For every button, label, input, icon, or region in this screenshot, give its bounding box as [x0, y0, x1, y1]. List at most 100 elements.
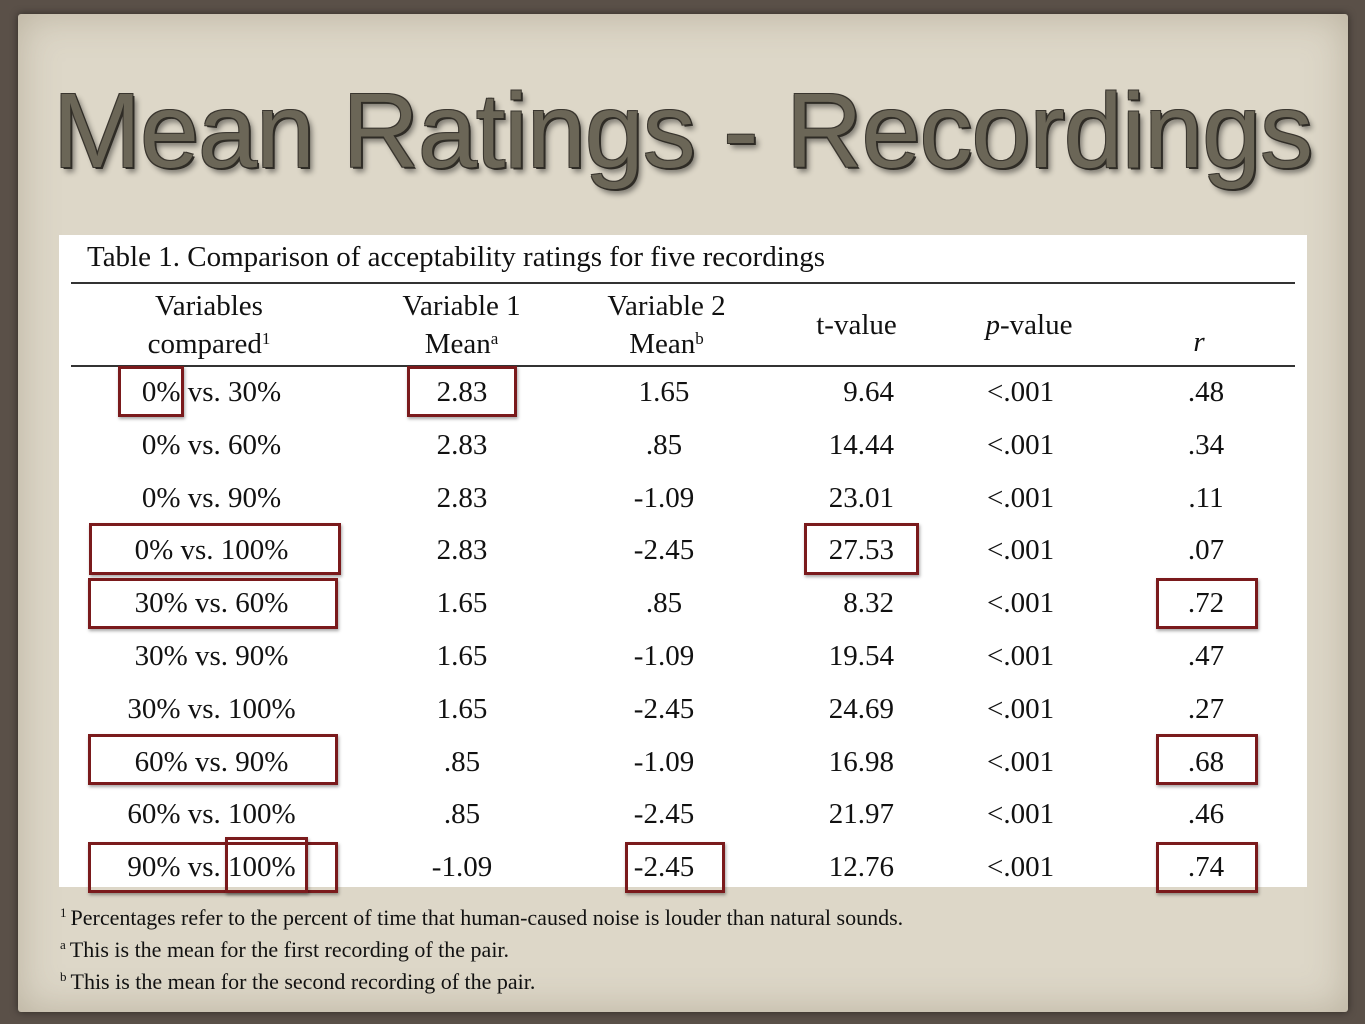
slide-title: Mean Ratings - Recordings	[52, 72, 1313, 190]
highlight-box	[1156, 578, 1258, 629]
cell-t-value: 19.54	[828, 640, 894, 672]
table-header-rule	[71, 365, 1295, 367]
header-word: Mean	[424, 328, 491, 360]
results-table: Table 1. Comparison of acceptability rat…	[59, 235, 1307, 893]
cell-r: .47	[1187, 640, 1225, 672]
cell-t-value: 16.98	[828, 746, 894, 778]
footnote: b This is the mean for the second recordi…	[60, 966, 903, 998]
highlight-box	[225, 837, 308, 893]
cell-variable-2-mean: .85	[645, 429, 683, 461]
header-text: Variable 1	[402, 290, 521, 322]
cell-variable-1-mean: 1.65	[436, 640, 488, 672]
header-text: compared1	[99, 325, 319, 363]
footnote-marker: b	[695, 329, 704, 348]
highlight-box	[88, 578, 338, 629]
cell-variable-1-mean: 2.83	[436, 376, 488, 408]
cell-t-value: 23.01	[828, 482, 894, 514]
highlight-box	[625, 842, 725, 893]
header-word: -value	[1000, 309, 1073, 341]
footnote-marker: a	[60, 937, 66, 952]
cell-p-value: <.001	[987, 587, 1055, 619]
cell-t-value: 14.44	[828, 429, 894, 461]
footnote-marker: a	[490, 329, 499, 348]
cell-compared: 30% vs. 90%	[134, 640, 289, 672]
cell-variable-1-mean: -1.09	[431, 851, 493, 883]
cell-r: .46	[1187, 798, 1225, 830]
footnote: a This is the mean for the first recordin…	[60, 934, 903, 966]
cell-variable-2-mean: -1.09	[633, 746, 695, 778]
cell-variable-2-mean: -1.09	[633, 482, 695, 514]
footnote-text: Percentages refer to the percent of time…	[70, 905, 904, 930]
cell-r: .48	[1187, 376, 1225, 408]
cell-compared: 0% vs. 60%	[141, 429, 282, 461]
cell-t-value: 24.69	[828, 693, 894, 725]
cell-compared: 0% vs. 90%	[141, 482, 282, 514]
footnote: 1 Percentages refer to the percent of tim…	[60, 902, 903, 934]
cell-variable-1-mean: 2.83	[436, 482, 488, 514]
cell-t-value: 21.97	[828, 798, 894, 830]
footnote-marker: 1	[261, 329, 271, 348]
header-t-value: t-value	[816, 309, 897, 341]
highlight-box	[88, 734, 338, 785]
cell-variable-1-mean: .85	[443, 798, 481, 830]
cell-variable-2-mean: -2.45	[633, 534, 695, 566]
cell-variable-2-mean: -1.09	[633, 640, 695, 672]
cell-p-value: <.001	[987, 534, 1055, 566]
highlight-box	[89, 523, 341, 575]
cell-r: .74	[1187, 851, 1225, 883]
header-r: r	[1193, 326, 1205, 358]
cell-variable-1-mean: .85	[443, 746, 481, 778]
cell-compared: 30% vs. 60%	[134, 587, 289, 619]
highlight-box	[804, 523, 919, 575]
highlight-box	[88, 842, 338, 893]
header-text: Variables	[155, 290, 263, 322]
footnote-text: This is the mean for the second recordin…	[70, 969, 536, 994]
header-italic: p	[985, 309, 1001, 341]
footnote-marker: 1	[60, 905, 67, 920]
footnote-marker: b	[60, 969, 67, 984]
header-word: compared	[147, 328, 262, 360]
header-word: Mean	[629, 328, 696, 360]
cell-r: .72	[1187, 587, 1225, 619]
header-p-value: p-value	[954, 306, 1104, 344]
cell-t-value: 27.53	[828, 534, 894, 566]
cell-variable-2-mean: .85	[645, 587, 683, 619]
cell-compared: 0% vs. 30%	[141, 376, 282, 408]
header-text: Meanb	[564, 325, 769, 363]
table-top-rule	[71, 282, 1295, 284]
cell-variable-2-mean: 1.65	[638, 376, 690, 408]
cell-r: .11	[1188, 482, 1224, 514]
highlight-box	[118, 366, 184, 417]
highlight-box	[407, 366, 517, 417]
cell-p-value: <.001	[987, 851, 1055, 883]
cell-variable-1-mean: 2.83	[436, 534, 488, 566]
cell-variable-2-mean: -2.45	[633, 693, 695, 725]
footnotes: 1 Percentages refer to the percent of tim…	[60, 902, 903, 998]
cell-p-value: <.001	[987, 429, 1055, 461]
cell-compared: 60% vs. 90%	[134, 746, 289, 778]
cell-p-value: <.001	[987, 798, 1055, 830]
cell-variable-1-mean: 1.65	[436, 693, 488, 725]
header-text: Variable 2	[607, 290, 726, 322]
cell-r: .07	[1187, 534, 1225, 566]
highlight-box	[1156, 842, 1258, 893]
cell-variable-1-mean: 1.65	[436, 587, 488, 619]
cell-p-value: <.001	[987, 746, 1055, 778]
cell-p-value: <.001	[987, 376, 1055, 408]
footnote-text: This is the mean for the first recording…	[69, 937, 510, 962]
cell-compared: 30% vs. 100%	[127, 693, 296, 725]
header-variable-2-mean: Variable 2 Meanb	[564, 287, 769, 363]
cell-compared: 60% vs. 100%	[127, 798, 296, 830]
header-variables-compared: Variables compared1	[99, 287, 319, 363]
header-text: Meana	[359, 325, 564, 363]
cell-t-value: 8.32	[843, 587, 894, 619]
cell-compared: 90% vs. 100%	[127, 851, 296, 883]
cell-p-value: <.001	[987, 693, 1055, 725]
cell-r: .27	[1187, 693, 1225, 725]
highlight-box	[1156, 734, 1258, 785]
cell-variable-1-mean: 2.83	[436, 429, 488, 461]
cell-variable-2-mean: -2.45	[633, 851, 695, 883]
cell-t-value: 9.64	[843, 376, 894, 408]
cell-r: .68	[1187, 746, 1225, 778]
cell-r: .34	[1187, 429, 1225, 461]
